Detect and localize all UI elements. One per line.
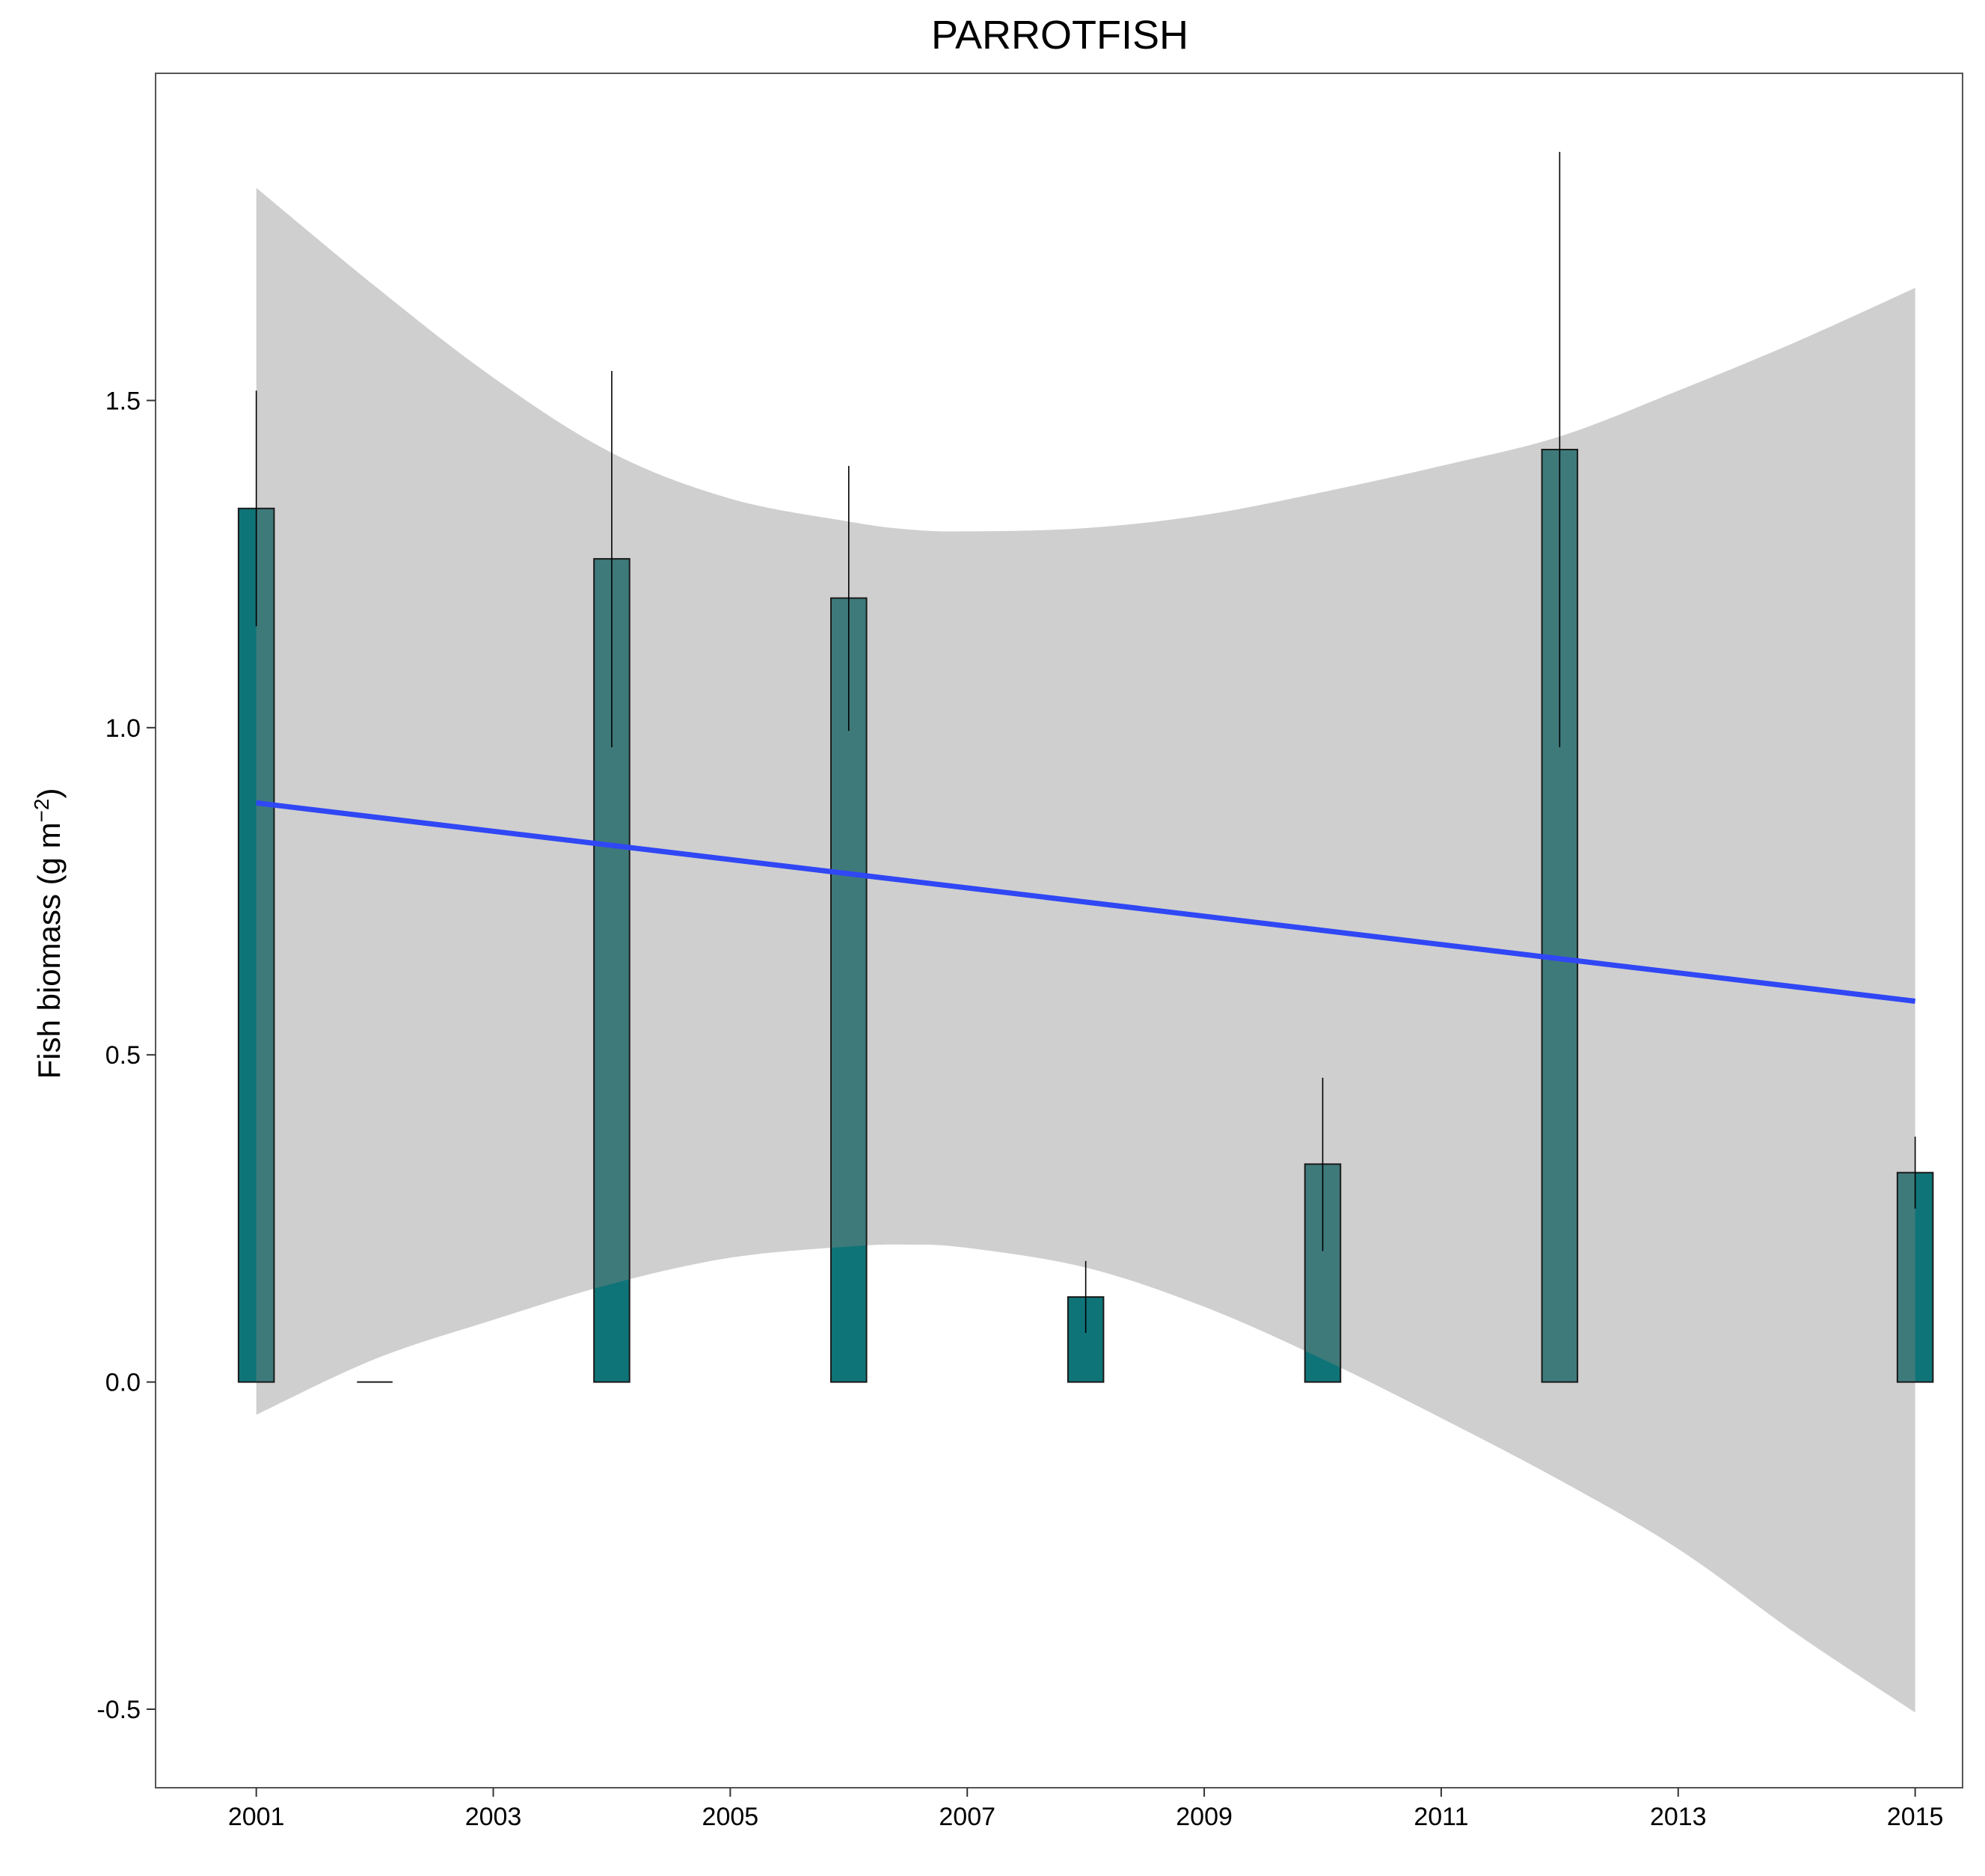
chart-title: PARROTFISH [931,13,1188,58]
x-tick-label-2005: 2005 [702,1803,759,1831]
bar-2001-band-overlap [256,508,274,1382]
y-tick-label-1.5: 1.5 [105,387,141,415]
x-tick-label-2011: 2011 [1414,1803,1468,1831]
trend-line [256,800,1916,1004]
x-tick-label-2003: 2003 [465,1803,522,1831]
x-axis: 2001 2003 2005 2007 2009 2011 2013 2015 [228,1788,1944,1831]
bar-2015-band-overlap [1897,1172,1915,1382]
plot-panel [155,73,1963,1788]
y-tick-label--0.5: -0.5 [96,1696,141,1724]
panel-border [155,73,1963,1788]
y-tick-label-0.0: 0.0 [105,1369,141,1397]
x-tick-label-2001: 2001 [228,1803,285,1831]
y-axis: -0.5 0.0 0.5 1.0 1.5 [96,387,156,1724]
x-tick-label-2013: 2013 [1650,1803,1707,1831]
y-axis-title-suffix: ) [31,788,67,798]
y-tick-label-0.5: 0.5 [105,1041,141,1070]
x-tick-label-2007: 2007 [939,1803,995,1831]
x-tick-label-2009: 2009 [1176,1803,1233,1831]
y-tick-label-1.0: 1.0 [105,714,141,743]
error-bars [255,151,1916,1334]
trend-line-path [256,800,1916,1004]
y-axis-title-text: Fish biomass (g m [31,822,67,1079]
y-axis-title: Fish biomass (g m−2) [30,788,67,1079]
y-axis-title-superscript: −2 [30,798,53,822]
confidence-band-area [256,188,1915,1713]
confidence-band [256,188,1915,1713]
x-tick-label-2015: 2015 [1887,1803,1944,1831]
